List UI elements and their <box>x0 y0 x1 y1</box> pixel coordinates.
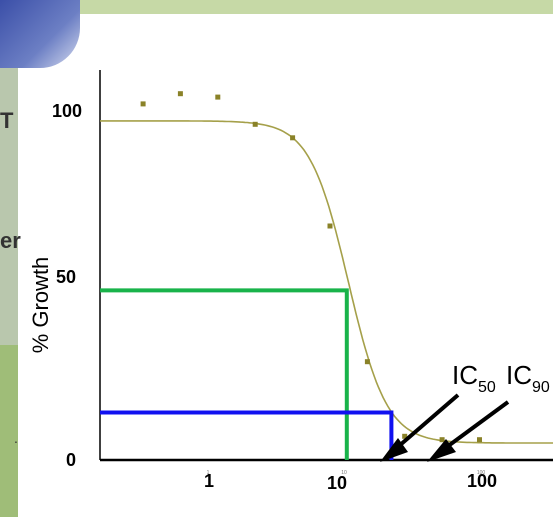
fit-curve <box>100 120 553 444</box>
data-point-1 <box>140 101 146 107</box>
y-tick-label-50: 50 <box>56 267 76 287</box>
data-point-7 <box>364 359 370 365</box>
axes <box>99 70 553 462</box>
data-points <box>140 91 482 443</box>
y-tick-label-100: 100 <box>52 101 82 121</box>
background-top-strip <box>80 0 553 14</box>
ic90-arrow-shaft <box>438 400 510 454</box>
ic50-line <box>100 288 349 460</box>
ic-lines <box>100 288 394 460</box>
ic50-arrow-shaft <box>390 393 460 454</box>
background-text-fragment-1: T <box>0 108 14 133</box>
background-left-green <box>0 345 18 517</box>
x-tick-small-1: 1 <box>207 470 210 476</box>
background-text-fragment-2: er <box>0 228 21 253</box>
y-tick-label-0: 0 <box>66 450 76 470</box>
ic90-label: IC90 <box>506 360 550 396</box>
data-point-6 <box>327 223 333 229</box>
y-axis-label: % Growth <box>28 257 53 354</box>
ic-annotations: IC50 IC90 <box>452 360 550 396</box>
background-dot: . <box>14 430 18 446</box>
x-tick-label-1: 1 <box>204 471 214 491</box>
data-point-8 <box>402 433 408 439</box>
ic90-arrow-head <box>427 439 456 462</box>
ic50-arrow-head <box>380 438 408 462</box>
data-point-9 <box>439 437 445 443</box>
background-logo-fragment <box>0 0 80 68</box>
y-tick-labels: 0 50 100 <box>52 101 82 470</box>
x-tick-small-10: 10 <box>341 470 347 476</box>
x-tick-small-100: 100 <box>477 470 486 476</box>
x-tick-label-100: 100 <box>467 471 497 491</box>
annotation-arrows <box>380 393 510 462</box>
data-point-10 <box>477 437 482 443</box>
ic50-label: IC50 <box>452 360 496 396</box>
data-point-5 <box>290 135 296 141</box>
data-point-3 <box>215 94 221 100</box>
data-point-4 <box>252 121 258 127</box>
x-tick-labels: 1 10 100 1 10 100 <box>204 470 497 493</box>
data-point-2 <box>177 91 183 97</box>
ic90-line <box>100 410 394 460</box>
x-tick-label-10: 10 <box>327 473 347 493</box>
